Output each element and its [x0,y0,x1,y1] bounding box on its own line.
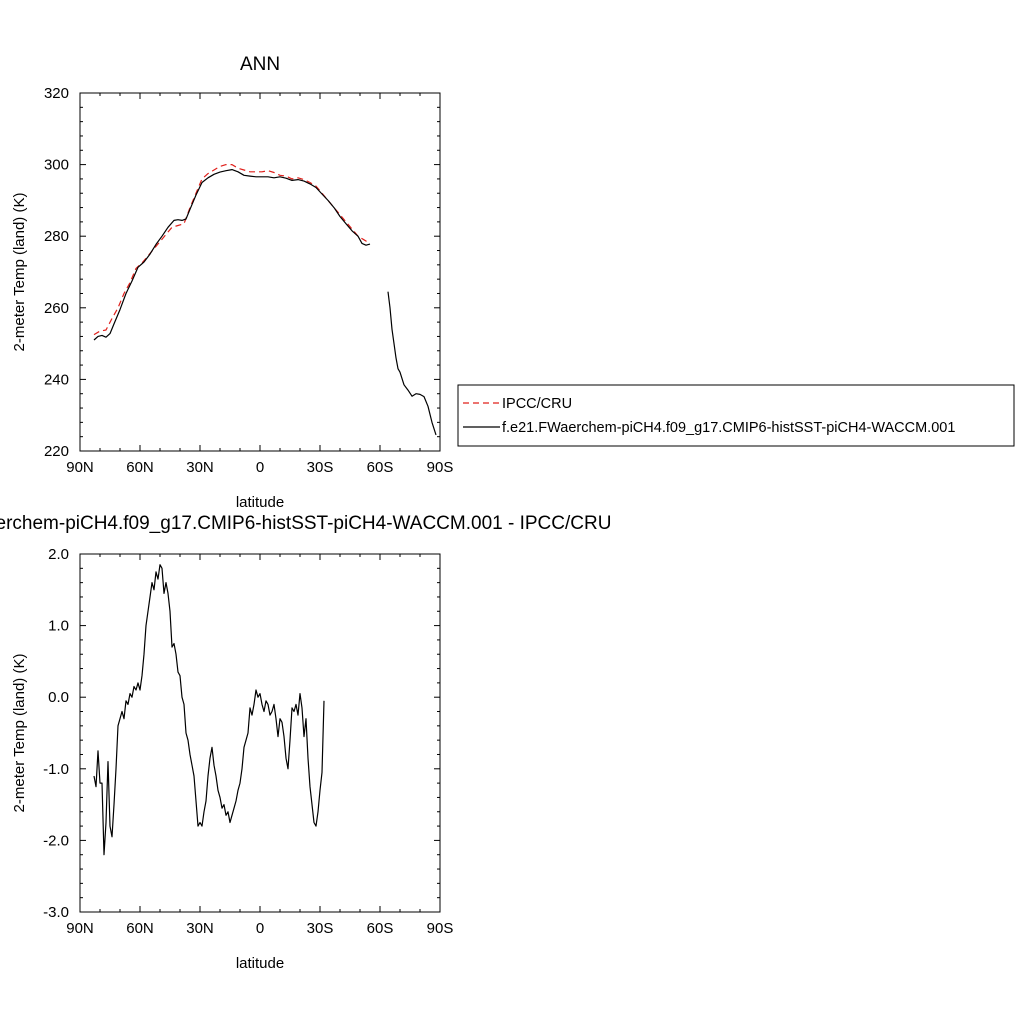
top-chart-title: ANN [240,54,280,75]
top-y-tick-label: 260 [44,300,69,317]
bottom-y-tick-label: 1.0 [48,618,69,635]
legend-label-ipcc-cru: IPCC/CRU [502,396,572,412]
top-x-tick-label: 90N [66,459,94,476]
bottom-y-tick-label: 2.0 [48,546,69,563]
bottom-y-tick-label: -3.0 [43,904,69,921]
top-y-tick-label: 280 [44,228,69,245]
bottom-x-tick-label: 0 [256,920,264,937]
bottom-y-axis-label: 2-meter Temp (land) (K) [11,654,28,813]
legend-label-model: f.e21.FWaerchem-piCH4.f09_g17.CMIP6-hist… [502,420,955,436]
bottom-x-axis-label: latitude [236,955,284,972]
bottom-panel: f.e21.FWaerchem-piCH4.f09_g17.CMIP6-hist… [0,513,611,972]
bottom-y-tick-label: 0.0 [48,689,69,706]
bottom-chart-title: f.e21.FWaerchem-piCH4.f09_g17.CMIP6-hist… [0,513,611,534]
bottom-x-tick-label: 90S [427,920,454,937]
top-x-tick-label: 60N [126,459,154,476]
top-x-tick-label: 90S [427,459,454,476]
legend-box [457,384,1015,447]
bottom-plot-frame [79,553,441,913]
bottom-x-tick-label: 60S [367,920,394,937]
top-series-line-1-seg-0 [93,169,371,341]
top-y-tick-label: 300 [44,157,69,174]
top-x-axis-label: latitude [236,494,284,511]
top-plot-frame [79,92,441,452]
top-y-tick-label: 320 [44,85,69,102]
bottom-y-tick-label: -2.0 [43,832,69,849]
top-x-tick-label: 30N [186,459,214,476]
bottom-series-line-0 [93,564,325,856]
bottom-x-tick-label: 90N [66,920,94,937]
top-panel: ANN 90N 60N 30N 0 30S 60S 90S 220 240 260 280 300 32… [11,54,1015,511]
top-plot-area: 90N 60N 30N 0 30S 60S 90S 220 240 260 280 300 320 [44,85,453,476]
bottom-x-tick-label: 30S [307,920,334,937]
top-y-tick-label: 240 [44,371,69,388]
top-x-tick-label: 30S [307,459,334,476]
top-x-tick-label: 0 [256,459,264,476]
top-series-line-0 [93,164,371,336]
legend: IPCC/CRU f.e21.FWaerchem-piCH4.f09_g17.C… [457,384,1015,447]
bottom-x-tick-label: 30N [186,920,214,937]
top-x-tick-label: 60S [367,459,394,476]
bottom-y-tick-label: -1.0 [43,761,69,778]
top-y-axis-label: 2-meter Temp (land) (K) [11,193,28,352]
bottom-x-tick-label: 60N [126,920,154,937]
top-y-tick-label: 220 [44,443,69,460]
top-series-line-1-seg-1 [387,291,437,436]
bottom-plot-area: 90N 60N 30N 0 30S 60S 90S -3.0 -2.0 -1.0 0.0 1.0 2.0 [43,546,453,937]
